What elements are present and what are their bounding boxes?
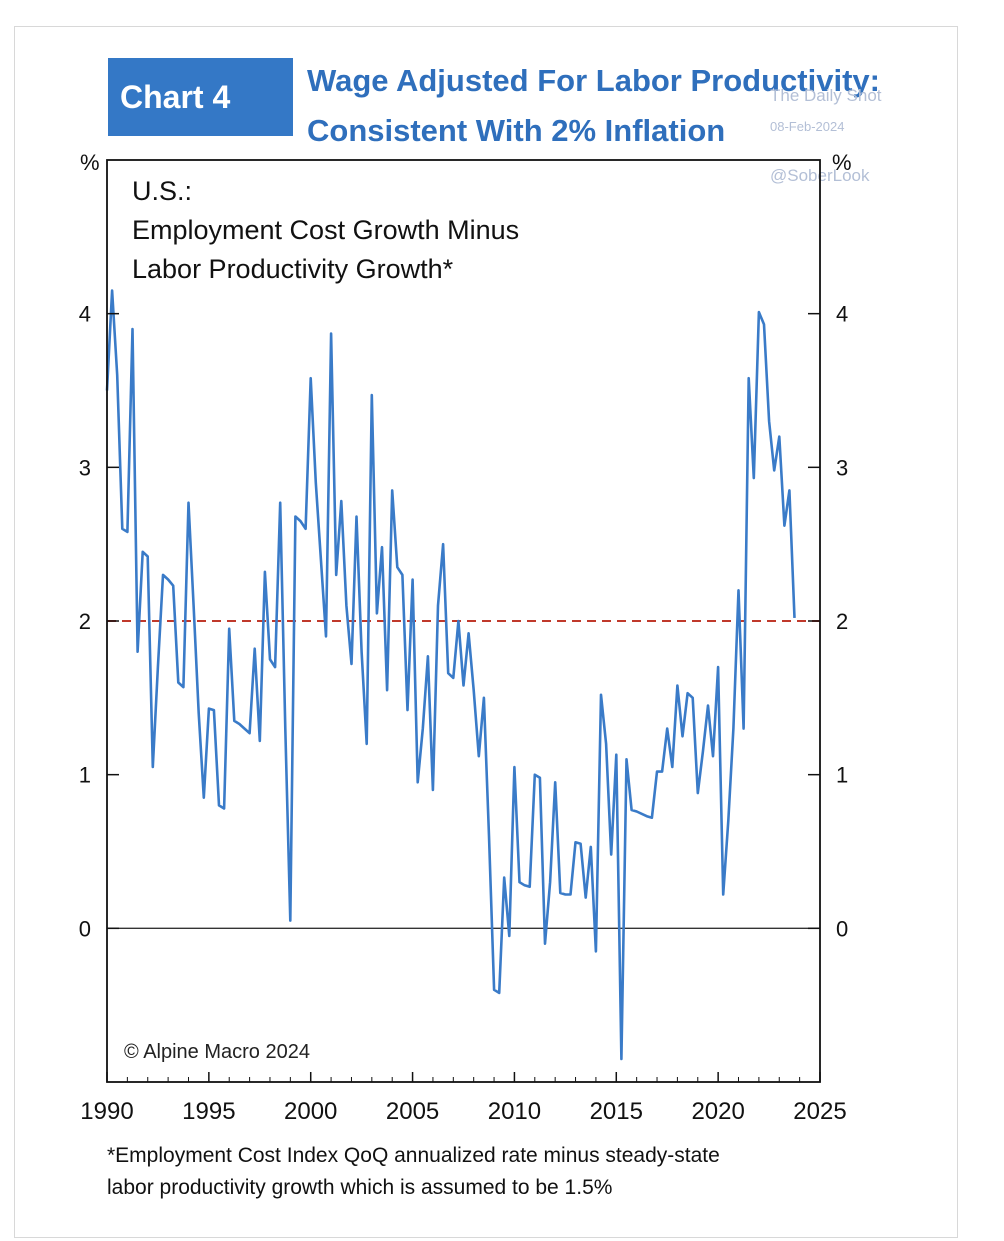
watermark-source: The Daily Shot xyxy=(770,86,882,105)
x-tick-label-2010: 2010 xyxy=(488,1098,541,1125)
chart-subtitle-line-1: U.S.: xyxy=(132,176,192,206)
x-tick-label-2015: 2015 xyxy=(590,1098,643,1125)
footnote-line-1: *Employment Cost Index QoQ annualized ra… xyxy=(107,1144,720,1167)
y-tick-label-left-0: 0 xyxy=(79,916,91,941)
chart-title: Wage Adjusted For Labor Productivity: Co… xyxy=(307,56,880,156)
y-tick-label-left-2: 2 xyxy=(79,609,91,634)
chart-subtitle-line-3: Labor Productivity Growth* xyxy=(132,254,454,284)
y-tick-label-right-3: 3 xyxy=(836,455,848,480)
watermark-date: 08-Feb-2024 xyxy=(770,119,845,134)
x-tick-label-1995: 1995 xyxy=(182,1098,235,1125)
copyright-label: © Alpine Macro 2024 xyxy=(124,1041,310,1063)
x-tick-label-1990: 1990 xyxy=(80,1098,133,1125)
chart-subtitle-line-2: Employment Cost Growth Minus xyxy=(132,215,519,245)
x-tick-label-2025: 2025 xyxy=(793,1098,846,1125)
footnote-line-2: labor productivity growth which is assum… xyxy=(107,1176,613,1199)
chart-title-line-1: Wage Adjusted For Labor Productivity: xyxy=(307,63,880,98)
x-tick-label-2005: 2005 xyxy=(386,1098,439,1125)
footnote: *Employment Cost Index QoQ annualized ra… xyxy=(107,1140,887,1204)
chart-card xyxy=(14,26,958,1238)
y-tick-label-left-1: 1 xyxy=(79,763,91,788)
y-tick-label-right-4: 4 xyxy=(836,302,848,327)
y-tick-label-right-1: 1 xyxy=(836,763,848,788)
y-tick-label-right-0: 0 xyxy=(836,916,848,941)
y-axis-unit-right: % xyxy=(832,150,852,175)
y-tick-label-right-2: 2 xyxy=(836,609,848,634)
y-tick-label-left-4: 4 xyxy=(79,302,91,327)
y-axis-unit-left: % xyxy=(80,150,100,175)
y-tick-label-left-3: 3 xyxy=(79,455,91,480)
series-line-0 xyxy=(105,289,796,1061)
x-tick-label-2000: 2000 xyxy=(284,1098,337,1125)
chart-number-badge: Chart 4 xyxy=(108,58,293,136)
x-tick-label-2020: 2020 xyxy=(691,1098,744,1125)
chart-title-line-2: Consistent With 2% Inflation xyxy=(307,113,726,148)
